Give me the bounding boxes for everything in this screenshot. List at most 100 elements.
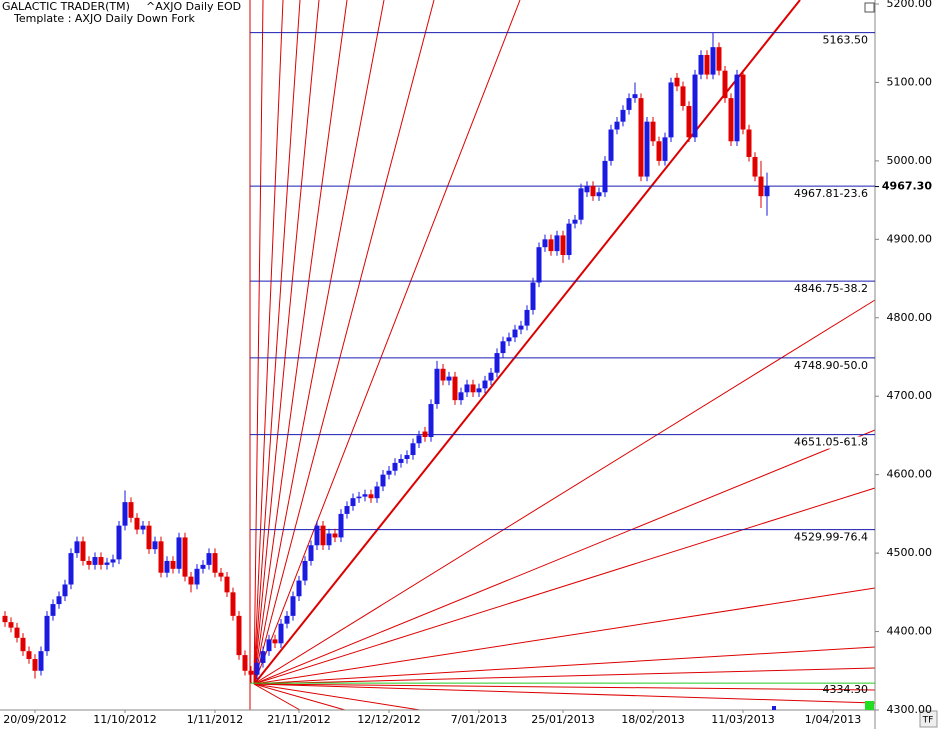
candle-body bbox=[560, 235, 566, 256]
y-tick-label: 5200.00 bbox=[887, 0, 933, 10]
candle-body bbox=[68, 553, 74, 585]
candle-body bbox=[686, 105, 692, 138]
fan-line bbox=[253, 429, 876, 685]
candle-body bbox=[218, 572, 224, 577]
candle-body bbox=[746, 129, 752, 157]
base-level-label: 4334.30 bbox=[823, 683, 869, 696]
candle-body bbox=[44, 615, 50, 652]
candle-body bbox=[638, 98, 644, 177]
candle-body bbox=[590, 185, 596, 197]
last-price-label: 4967.30 bbox=[882, 180, 932, 193]
candle-body bbox=[86, 560, 92, 565]
fan-line bbox=[253, 683, 876, 704]
candle-body bbox=[740, 74, 746, 130]
candle-body bbox=[482, 380, 488, 389]
fan-line bbox=[253, 0, 320, 685]
candle-body bbox=[644, 121, 650, 177]
candle-body bbox=[302, 560, 308, 581]
fan-line bbox=[253, 646, 876, 685]
candle-body bbox=[764, 186, 770, 197]
candle-body bbox=[656, 141, 662, 161]
candle-body bbox=[194, 568, 200, 585]
candle-body bbox=[146, 525, 152, 550]
candle-body bbox=[698, 54, 704, 75]
candle-body bbox=[32, 659, 38, 671]
candle-body bbox=[404, 455, 410, 459]
x-tick-label: 11/10/2012 bbox=[93, 713, 156, 726]
candle-body bbox=[416, 435, 422, 444]
candle-body bbox=[548, 239, 554, 252]
candle-body bbox=[182, 537, 188, 577]
fan-line bbox=[253, 299, 876, 685]
fan-line bbox=[253, 0, 521, 685]
candle-body bbox=[446, 376, 452, 381]
candle-body bbox=[74, 541, 80, 554]
candle-body bbox=[356, 496, 362, 499]
candle-body bbox=[266, 639, 272, 652]
y-tick-label: 5100.00 bbox=[887, 75, 933, 88]
x-tick-label: 11/03/2013 bbox=[711, 713, 774, 726]
candle-body bbox=[464, 384, 470, 393]
y-tick-label: 5000.00 bbox=[887, 154, 933, 167]
candle-body bbox=[650, 121, 656, 142]
candle-body bbox=[680, 86, 686, 106]
level-label-bg bbox=[783, 34, 871, 47]
candle-body bbox=[554, 235, 560, 252]
candle-body bbox=[212, 553, 218, 573]
fan-line bbox=[253, 0, 385, 685]
candle-body bbox=[188, 576, 194, 585]
candle-body bbox=[224, 576, 230, 593]
candle-body bbox=[20, 637, 26, 652]
candle-body bbox=[350, 498, 356, 507]
candle-body bbox=[608, 129, 614, 161]
candle-body bbox=[692, 74, 698, 138]
icon[interactable] bbox=[864, 2, 875, 13]
fan-line bbox=[253, 0, 264, 685]
candle-body bbox=[704, 54, 710, 75]
y-tick-label: 4600.00 bbox=[887, 468, 933, 481]
candle-body bbox=[524, 309, 530, 326]
candle-body bbox=[248, 670, 254, 675]
candle-body bbox=[422, 431, 428, 438]
candle-body bbox=[458, 392, 464, 401]
gann-fan bbox=[253, 0, 876, 711]
candle-body bbox=[206, 553, 212, 565]
icon[interactable] bbox=[865, 701, 874, 710]
level-label-bg bbox=[783, 283, 871, 296]
tf-button[interactable] bbox=[919, 710, 938, 728]
candle-body bbox=[470, 384, 476, 393]
candle-body bbox=[290, 596, 296, 616]
candle-body bbox=[428, 404, 434, 438]
y-tick-label: 4800.00 bbox=[887, 311, 933, 324]
symbol: ^AXJO Daily EOD bbox=[146, 0, 241, 13]
fan-line bbox=[253, 487, 876, 685]
candle-body bbox=[92, 557, 98, 565]
fan-line bbox=[253, 683, 421, 711]
level-label: 4651.05-61.8 bbox=[794, 436, 868, 449]
y-tick-label: 4300.00 bbox=[887, 703, 933, 716]
candle-body bbox=[476, 388, 482, 393]
y-tick-label: 4900.00 bbox=[887, 232, 933, 245]
fan-line bbox=[253, 587, 876, 685]
candle-body bbox=[38, 651, 44, 671]
candle-body bbox=[164, 560, 170, 573]
level-label: 4967.81-23.6 bbox=[794, 187, 868, 200]
tf-label[interactable]: TF bbox=[922, 716, 934, 726]
candle-body bbox=[254, 662, 260, 675]
x-tick-label: 20/09/2012 bbox=[3, 713, 66, 726]
candle-body bbox=[314, 525, 320, 546]
candle-body bbox=[494, 353, 500, 373]
candle-body bbox=[614, 121, 620, 130]
level-label-bg bbox=[783, 436, 871, 449]
fan-line bbox=[253, 683, 876, 691]
level-label: 5163.50 bbox=[823, 34, 869, 47]
candle-body bbox=[308, 545, 314, 561]
fan-line bbox=[253, 0, 348, 685]
candle-body bbox=[710, 47, 716, 75]
fan-line bbox=[253, 683, 301, 711]
x-tick-label: 7/01/2013 bbox=[451, 713, 507, 726]
candle-body bbox=[506, 337, 512, 342]
candle-body bbox=[158, 541, 164, 573]
candle-body bbox=[368, 494, 374, 499]
